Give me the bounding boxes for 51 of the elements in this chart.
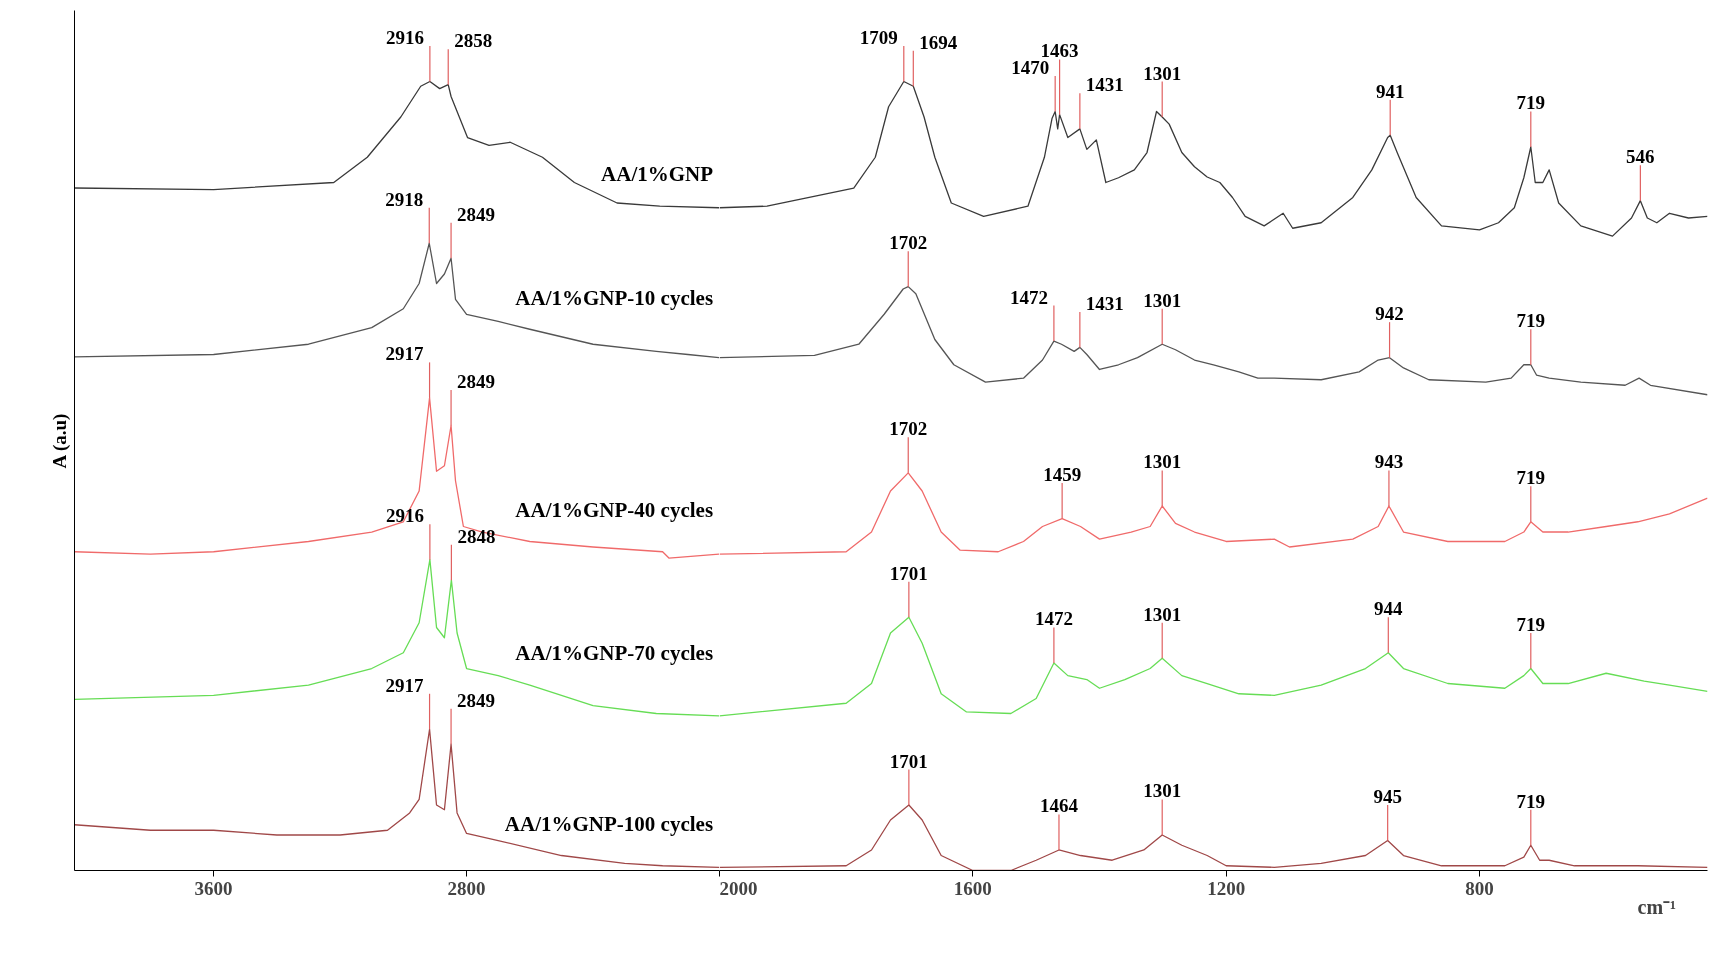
annotation: 2849 [457, 371, 496, 392]
annotation: 1694 [919, 31, 958, 53]
annotation: 719 [1516, 790, 1546, 812]
series-label: AA/1%GNP-70 cycles [515, 641, 714, 666]
series-label: AA/1%GNP [601, 162, 714, 187]
annotation: 2916 [385, 505, 424, 527]
annotation: 546 [1626, 146, 1655, 168]
annotation: 2916 [385, 27, 424, 48]
annotation: 1701 [889, 750, 928, 772]
annotation: 2918 [385, 188, 424, 210]
annotation: 1431 [1085, 292, 1124, 314]
x-tick-label: 800 [1465, 877, 1494, 899]
annotation: 1464 [1039, 795, 1079, 817]
annotation: 1301 [1143, 62, 1182, 84]
annotation: 1459 [1043, 464, 1082, 486]
x-tick-label: 1200 [1207, 877, 1246, 899]
series-label: AA/1%GNP-40 cycles [515, 497, 714, 522]
annotation: 719 [1516, 310, 1546, 332]
x-axis-title: cm⁻¹ [1637, 895, 1677, 918]
annotation: 1301 [1143, 780, 1182, 802]
annotation: 2848 [457, 525, 496, 547]
annotation: 2849 [457, 689, 496, 711]
annotation: 1472 [1034, 608, 1073, 630]
annotation: 719 [1516, 92, 1546, 114]
annotation: 941 [1375, 80, 1405, 102]
x-tick-label: 2800 [447, 877, 486, 899]
series-label: AA/1%GNP-10 cycles [515, 285, 714, 310]
annotation: 1702 [889, 232, 928, 254]
annotation: 945 [1373, 786, 1402, 808]
x-tick-label: 2000 [719, 877, 758, 899]
annotation: 1709 [859, 27, 898, 48]
annotation: 719 [1516, 614, 1546, 636]
annotation: 942 [1375, 303, 1404, 325]
annotation: 1301 [1143, 451, 1182, 473]
annotation: 2917 [385, 674, 425, 696]
annotation: 1301 [1143, 289, 1182, 311]
series-label: AA/1%GNP-100 cycles [504, 811, 714, 836]
y-axis-title: A (a.u) [48, 413, 71, 469]
x-tick-label: 1600 [953, 877, 992, 899]
annotation: 1301 [1143, 603, 1182, 625]
annotation: 2858 [454, 30, 493, 52]
annotation: 944 [1374, 598, 1404, 620]
annotation: 943 [1374, 451, 1404, 473]
annotation: 2917 [385, 343, 425, 365]
annotation: 719 [1516, 467, 1546, 489]
annotation: 1701 [889, 562, 928, 584]
x-tick-label: 3600 [194, 877, 233, 899]
annotation: 1702 [889, 418, 928, 440]
annotation: 1431 [1085, 74, 1124, 96]
annotation: 1472 [1009, 286, 1048, 308]
annotation: 2849 [457, 203, 496, 225]
